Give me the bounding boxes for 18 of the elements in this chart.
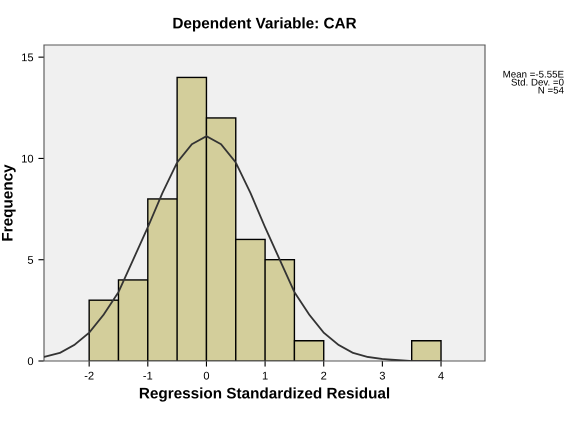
- x-tick-label: 1: [262, 372, 268, 380]
- x-tick-label: 2: [321, 372, 326, 380]
- x-tick-label: -1: [143, 372, 152, 380]
- y-tick-label: 15: [22, 54, 34, 62]
- x-tick-label: 0: [204, 372, 210, 380]
- x-tick-label: 4: [438, 372, 444, 380]
- text: N =54: [538, 86, 564, 94]
- x-tick-label: -2: [84, 372, 94, 380]
- chart-title: Dependent Variable: CAR: [173, 17, 356, 32]
- text: Std. Dev. =0: [511, 78, 564, 86]
- y-tick-label: 0: [28, 357, 34, 366]
- text: Mean =-5.55E: [503, 70, 564, 78]
- y-tick-label: 10: [22, 154, 34, 163]
- y-axis-title: Frequency: [2, 164, 16, 241]
- x-axis-title: Regression Standardized Residual: [140, 387, 390, 402]
- line-series: [44, 135, 442, 361]
- y-tick-label: 5: [28, 256, 34, 264]
- x-tick-label: 3: [380, 372, 385, 380]
